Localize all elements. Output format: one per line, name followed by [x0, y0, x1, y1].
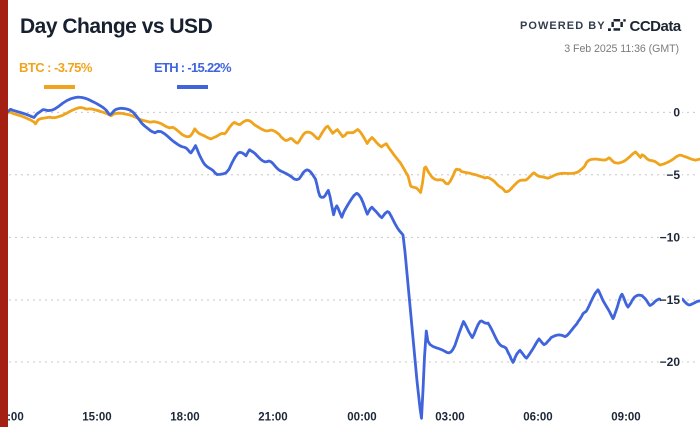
svg-text:−20: −20	[660, 355, 681, 369]
svg-text:09:00: 09:00	[611, 412, 640, 424]
svg-text:06:00: 06:00	[523, 412, 552, 424]
svg-text:0: 0	[673, 106, 680, 120]
svg-text:00:00: 00:00	[347, 412, 376, 424]
svg-text:21:00: 21:00	[258, 412, 287, 424]
svg-text:18:00: 18:00	[170, 412, 199, 424]
svg-text:−5: −5	[666, 168, 680, 182]
svg-text:−10: −10	[660, 231, 681, 245]
svg-text:−15: −15	[660, 293, 681, 307]
svg-text:03:00: 03:00	[435, 412, 464, 424]
svg-text:15:00: 15:00	[82, 412, 111, 424]
